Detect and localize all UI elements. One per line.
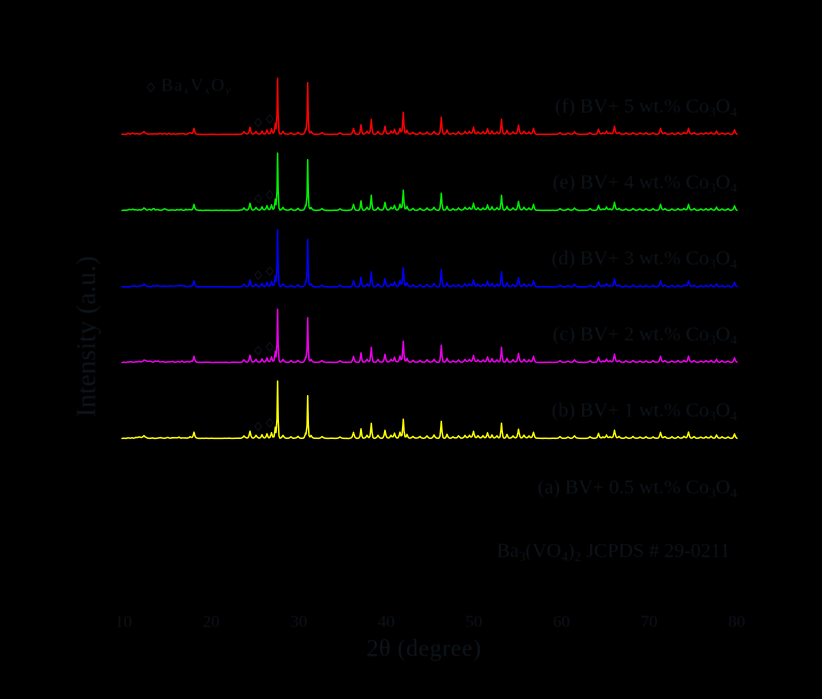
svg-text:(e) BV+ 4 wt.% Co3O4: (e) BV+ 4 wt.% Co3O4 <box>553 172 737 196</box>
svg-text:(c) BV+ 2 wt.% Co3O4: (c) BV+ 2 wt.% Co3O4 <box>553 324 737 348</box>
svg-text:2θ (degree): 2θ (degree) <box>367 636 482 662</box>
svg-text:(a) BV+ 0.5 wt.% Co3O4: (a) BV+ 0.5 wt.% Co3O4 <box>538 477 737 501</box>
svg-text:80: 80 <box>728 612 745 631</box>
svg-text:20: 20 <box>203 612 220 631</box>
svg-text:Ba3(VO4)2 JCPDS # 29-0211: Ba3(VO4)2 JCPDS # 29-0211 <box>497 540 730 564</box>
svg-text:30: 30 <box>290 612 307 631</box>
svg-text:BaxVxOy: BaxVxOy <box>161 75 232 97</box>
svg-text:60: 60 <box>553 612 570 631</box>
svg-text:(f) BV+ 5 wt.% Co3O4: (f) BV+ 5 wt.% Co3O4 <box>555 96 737 120</box>
svg-text:10: 10 <box>115 612 132 631</box>
svg-text:40: 40 <box>378 612 395 631</box>
svg-text:(b) BV+ 1 wt.% Co3O4: (b) BV+ 1 wt.% Co3O4 <box>552 400 738 424</box>
svg-text:70: 70 <box>641 612 658 631</box>
svg-text:Intensity (a.u.): Intensity (a.u.) <box>70 256 101 417</box>
svg-text:50: 50 <box>465 612 482 631</box>
svg-text:(d) BV+ 3 wt.% Co3O4: (d) BV+ 3 wt.% Co3O4 <box>552 248 738 272</box>
